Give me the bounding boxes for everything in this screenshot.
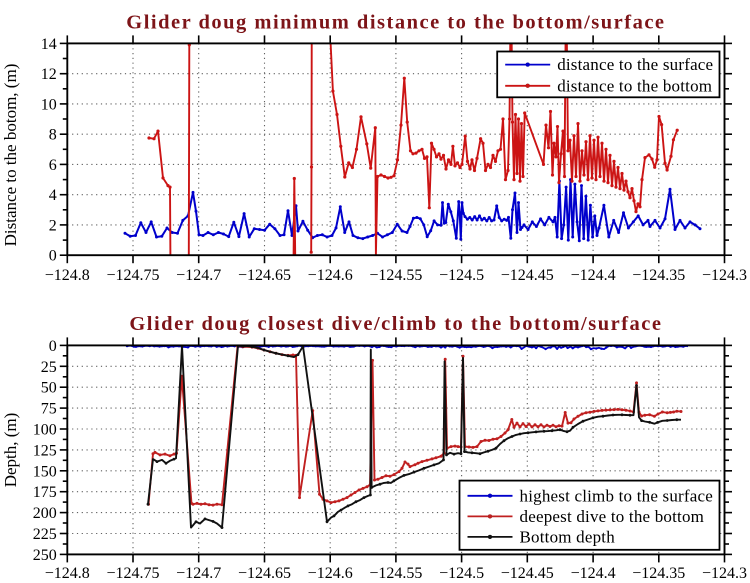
svg-text:−124.65: −124.65 xyxy=(238,267,291,284)
svg-text:225: 225 xyxy=(33,526,57,543)
svg-text:−124.45: −124.45 xyxy=(501,267,554,284)
svg-text:125: 125 xyxy=(33,442,57,459)
svg-text:Glider doug closest dive/climb: Glider doug closest dive/climb to the bo… xyxy=(129,313,662,335)
svg-text:Distance to the botom, (m): Distance to the botom, (m) xyxy=(1,64,20,247)
svg-text:−124.6: −124.6 xyxy=(308,565,353,582)
svg-text:−124.6: −124.6 xyxy=(308,267,353,284)
svg-text:−124.4: −124.4 xyxy=(571,565,616,582)
svg-text:0: 0 xyxy=(49,248,57,265)
svg-text:−124.45: −124.45 xyxy=(501,565,554,582)
svg-text:−124.7: −124.7 xyxy=(176,565,221,582)
svg-text:Depth, (m): Depth, (m) xyxy=(1,413,20,488)
svg-text:distance to the surface: distance to the surface xyxy=(557,55,713,74)
svg-text:−124.65: −124.65 xyxy=(238,565,291,582)
svg-text:150: 150 xyxy=(33,463,57,480)
svg-text:8: 8 xyxy=(49,127,57,144)
svg-text:Glider doug minimum distance t: Glider doug minimum distance to the bott… xyxy=(126,12,665,34)
svg-text:25: 25 xyxy=(41,359,57,376)
svg-text:−124.8: −124.8 xyxy=(45,267,90,284)
svg-text:0: 0 xyxy=(49,338,57,355)
svg-text:−124.55: −124.55 xyxy=(369,565,422,582)
svg-text:−124.8: −124.8 xyxy=(45,565,90,582)
svg-text:−124.55: −124.55 xyxy=(369,267,422,284)
svg-text:−124.35: −124.35 xyxy=(632,267,685,284)
svg-text:250: 250 xyxy=(33,547,57,564)
svg-text:−124.4: −124.4 xyxy=(571,267,616,284)
svg-text:Bottom depth: Bottom depth xyxy=(520,527,616,546)
svg-text:−124.7: −124.7 xyxy=(176,267,221,284)
svg-text:deepest dive to the bottom: deepest dive to the bottom xyxy=(520,507,705,526)
svg-text:200: 200 xyxy=(33,505,57,522)
svg-text:75: 75 xyxy=(41,401,57,418)
svg-text:2: 2 xyxy=(49,217,57,234)
svg-text:50: 50 xyxy=(41,380,57,397)
svg-text:−124.3: −124.3 xyxy=(702,267,747,284)
svg-text:−124.5: −124.5 xyxy=(439,565,484,582)
svg-text:−124.5: −124.5 xyxy=(439,267,484,284)
svg-text:highest climb to the surface: highest climb to the surface xyxy=(520,486,714,505)
svg-text:−124.75: −124.75 xyxy=(106,267,159,284)
svg-text:175: 175 xyxy=(33,484,57,501)
svg-text:−124.3: −124.3 xyxy=(702,565,747,582)
svg-text:100: 100 xyxy=(33,422,57,439)
svg-text:6: 6 xyxy=(49,157,57,174)
svg-text:4: 4 xyxy=(49,187,57,204)
svg-text:−124.35: −124.35 xyxy=(632,565,685,582)
svg-text:−124.75: −124.75 xyxy=(106,565,159,582)
svg-text:14: 14 xyxy=(41,36,57,53)
svg-text:distance to the bottom: distance to the bottom xyxy=(557,76,712,95)
svg-text:10: 10 xyxy=(41,96,57,113)
svg-text:12: 12 xyxy=(41,66,57,83)
